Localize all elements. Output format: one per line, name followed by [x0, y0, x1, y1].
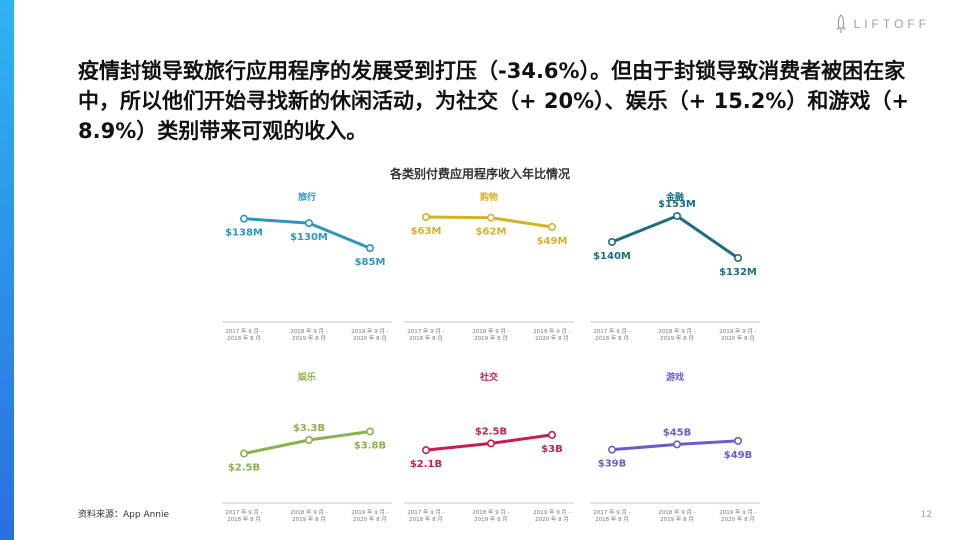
data-point	[240, 449, 249, 458]
x-tick-label: 2019 年 9 月 -	[719, 508, 756, 516]
x-tick-label: 2018 年 8 月	[595, 334, 629, 342]
x-tick-label: 2018 年 9 月 -	[290, 327, 327, 335]
data-point	[365, 427, 374, 436]
x-tick-label: 2017 年 9 月 -	[407, 508, 444, 516]
data-point	[365, 244, 374, 253]
x-tick-label: 2018 年 8 月	[409, 515, 443, 523]
x-tick-label: 2018 年 8 月	[227, 334, 261, 342]
data-label: $130M	[290, 232, 328, 243]
panel-4: 娱乐 $2.5B $3.3B $3.8B 2017 年 9 月 -2018 年 8 月 2…	[222, 371, 392, 523]
panel-title: 金融	[665, 191, 684, 203]
panel-2: 购物 $63M $62M $49M 2017 年 9 月 -2018 年 8 月 2018…	[404, 191, 574, 342]
x-tick-label: 2018 年 8 月	[595, 515, 629, 523]
data-label: $85M	[355, 257, 386, 268]
data-label: $140M	[593, 251, 631, 262]
data-point	[304, 219, 313, 228]
x-tick-label: 2017 年 9 月 -	[593, 327, 630, 335]
data-label: $3.3B	[293, 423, 325, 434]
logo-text: LIFTOFF	[853, 17, 930, 31]
left-accent-bar	[0, 0, 14, 540]
x-tick-label: 2018 年 9 月 -	[290, 508, 327, 516]
data-point	[421, 446, 430, 455]
panel-title: 购物	[480, 191, 498, 203]
x-tick-label: 2020 年 8 月	[353, 334, 387, 342]
x-tick-label: 2020 年 8 月	[535, 515, 569, 523]
x-tick-label: 2019 年 8 月	[660, 515, 694, 523]
data-label: $63M	[411, 226, 442, 237]
x-tick-label: 2019 年 9 月 -	[533, 508, 570, 516]
data-point	[240, 214, 249, 223]
page-number: 12	[920, 510, 932, 520]
x-tick-label: 2018 年 8 月	[227, 515, 261, 523]
x-tick-label: 2020 年 8 月	[721, 515, 755, 523]
x-tick-label: 2019 年 8 月	[474, 334, 508, 342]
x-tick-label: 2019 年 8 月	[474, 515, 508, 523]
x-tick-label: 2020 年 8 月	[721, 334, 755, 342]
data-label: $49M	[537, 236, 568, 247]
x-tick-label: 2018 年 8 月	[409, 334, 443, 342]
x-tick-label: 2019 年 8 月	[292, 515, 326, 523]
data-label: $3B	[541, 444, 563, 455]
panel-title: 社交	[479, 371, 498, 383]
x-tick-label: 2019 年 8 月	[292, 334, 326, 342]
x-tick-label: 2019 年 9 月 -	[351, 327, 388, 335]
data-label: $138M	[225, 228, 263, 239]
panel-5: 社交 $2.1B $2.5B $3B 2017 年 9 月 -2018 年 8 月 201…	[404, 371, 574, 523]
data-point	[547, 430, 556, 439]
x-tick-label: 2019 年 9 月 -	[351, 508, 388, 516]
chart-title: 各类别付费应用程序收入年比情况	[389, 167, 570, 181]
data-label: $39B	[598, 459, 627, 470]
data-point	[672, 212, 681, 221]
slide-headline: 疫情封锁导致旅行应用程序的发展受到打压（-34.6%）。但由于封锁导致消费者被困…	[78, 59, 910, 143]
x-tick-label: 2020 年 8 月	[535, 334, 569, 342]
x-tick-label: 2018 年 9 月 -	[472, 508, 509, 516]
data-point	[607, 238, 616, 247]
data-label: $2.5B	[475, 426, 507, 437]
data-point	[547, 223, 556, 232]
x-tick-label: 2017 年 9 月 -	[593, 508, 630, 516]
data-label: $132M	[719, 267, 757, 278]
data-label: $45B	[663, 427, 692, 438]
x-tick-label: 2018 年 9 月 -	[658, 327, 695, 335]
data-label: $153M	[658, 199, 696, 210]
x-tick-label: 2018 年 9 月 -	[472, 327, 509, 335]
source-note: 资料来源：App Annie	[78, 510, 170, 520]
data-point	[486, 213, 495, 222]
panel-title: 旅行	[298, 191, 316, 203]
panel-title: 娱乐	[298, 371, 316, 383]
panel-1: 旅行 $138M $130M $85M 2017 年 9 月 -2018 年 8 月 20…	[222, 191, 392, 342]
data-point	[672, 440, 681, 449]
rocket-icon	[835, 14, 846, 33]
data-label: $49B	[724, 450, 753, 461]
data-label: $62M	[476, 227, 507, 238]
x-tick-label: 2020 年 8 月	[353, 515, 387, 523]
data-label: $3.8B	[354, 441, 386, 452]
x-tick-label: 2019 年 9 月 -	[533, 327, 570, 335]
data-point	[486, 439, 495, 448]
x-tick-label: 2019 年 8 月	[660, 334, 694, 342]
data-point	[607, 445, 616, 454]
x-tick-label: 2019 年 9 月 -	[719, 327, 756, 335]
x-tick-label: 2017 年 9 月 -	[225, 327, 262, 335]
x-tick-label: 2018 年 9 月 -	[658, 508, 695, 516]
data-point	[304, 435, 313, 444]
panel-title: 游戏	[666, 371, 684, 383]
x-tick-label: 2017 年 9 月 -	[225, 508, 262, 516]
panel-3: 金融 $140M $153M $132M 2017 年 9 月 -2018 年 8 月 2…	[590, 191, 760, 342]
data-point	[421, 213, 430, 222]
liftoff-logo: LIFTOFF	[834, 14, 930, 34]
x-tick-label: 2017 年 9 月 -	[407, 327, 444, 335]
data-label: $2.1B	[410, 459, 442, 470]
panel-6: 游戏 $39B $45B $49B 2017 年 9 月 -2018 年 8 月 2018…	[590, 371, 760, 523]
data-point	[733, 436, 742, 445]
data-label: $2.5B	[228, 463, 260, 474]
data-point	[733, 254, 742, 263]
